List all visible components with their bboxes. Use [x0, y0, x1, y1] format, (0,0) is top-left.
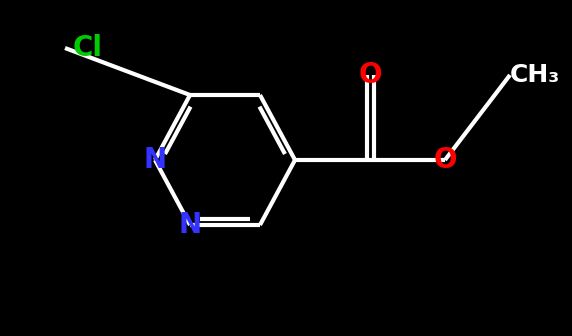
Text: N: N: [178, 211, 201, 239]
Text: O: O: [433, 146, 457, 174]
Text: CH₃: CH₃: [510, 63, 560, 87]
Text: O: O: [358, 61, 382, 89]
Text: Cl: Cl: [73, 34, 103, 62]
Text: N: N: [144, 146, 166, 174]
